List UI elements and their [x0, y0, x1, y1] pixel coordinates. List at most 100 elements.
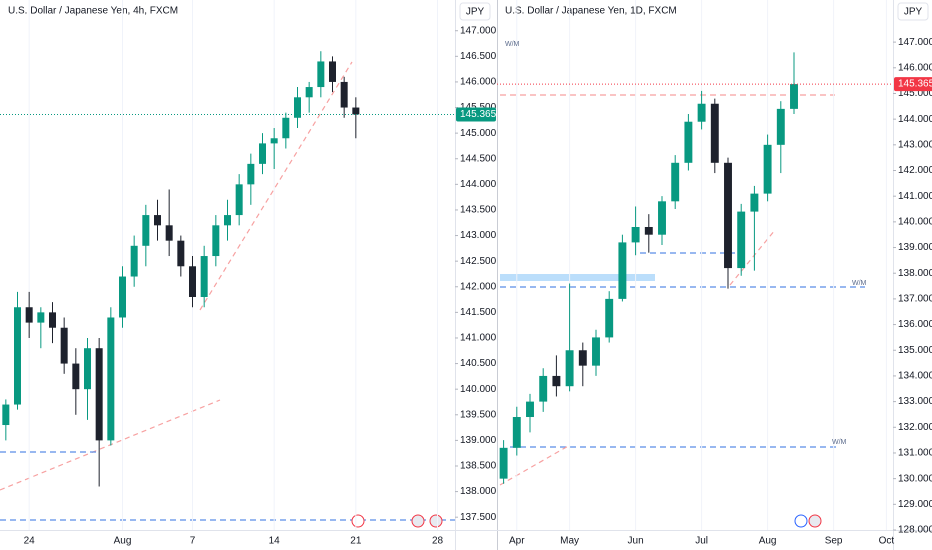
y-tick-label: 138.500 [460, 461, 497, 472]
candle-body [212, 225, 220, 257]
candle-body [578, 350, 587, 366]
last-price-tag [456, 107, 496, 122]
candle-body [177, 240, 185, 267]
candle-body [259, 143, 266, 164]
y-tick-label: 128.000 [898, 525, 932, 536]
y-tick-label: 135.000 [898, 345, 932, 356]
candle-body [282, 117, 290, 139]
x-tick-label: Aug [114, 536, 132, 547]
y-tick-label: 143.000 [898, 139, 932, 150]
candle-body [539, 375, 548, 402]
candle-body [107, 317, 115, 441]
y-tick-label: 144.000 [460, 179, 497, 190]
candle-body [671, 162, 680, 202]
y-tick-label: 139.000 [898, 242, 932, 253]
candle-body [154, 215, 161, 226]
y-tick-label: 140.000 [460, 384, 497, 395]
currency-label: JPY [904, 7, 923, 18]
candle-body [84, 348, 91, 390]
y-tick-label: 137.500 [460, 512, 497, 523]
x-tick-label: Jun [628, 536, 644, 547]
x-tick-label: 24 [24, 536, 36, 547]
candle-body [750, 193, 759, 212]
x-tick-label: 7 [190, 536, 196, 547]
candle-body [684, 121, 693, 163]
candle-body [618, 242, 627, 299]
candle-body [294, 97, 301, 118]
y-tick-label: 143.000 [460, 230, 497, 241]
y-tick-label: 140.500 [460, 358, 497, 369]
y-tick-label: 137.000 [898, 294, 932, 305]
candle-body [776, 108, 785, 145]
candle-body [317, 61, 325, 88]
candle-body [37, 312, 45, 323]
icons [351, 514, 822, 528]
candle-body [724, 162, 732, 269]
candle-body [189, 266, 196, 298]
candle-body [565, 350, 574, 387]
annotation: W/M [852, 280, 867, 287]
currency-button [897, 2, 929, 21]
candle-body [49, 312, 56, 328]
flag-icon [808, 514, 822, 528]
candle-body [763, 144, 772, 194]
candle-body [352, 107, 360, 115]
event-icon [351, 514, 365, 528]
y-tick-label: 129.000 [898, 499, 932, 510]
x-tick-label: 21 [350, 536, 362, 547]
y-tick-label: 146.000 [898, 62, 932, 73]
y-tick-label: 142.500 [460, 256, 497, 267]
candle-body [552, 375, 561, 387]
x-tick-label: May [560, 536, 579, 547]
y-tick-label: 132.000 [898, 422, 932, 433]
chart-title: U.S. Dollar / Japanese Yen, 1D, FXCM [505, 5, 677, 16]
candle-body [25, 307, 33, 323]
candle-body [329, 61, 336, 82]
x-tick-label: 14 [269, 536, 281, 547]
trend-line [0, 399, 221, 491]
annotation: W/M [832, 439, 847, 446]
y-tick-label: 140.000 [898, 217, 932, 228]
zone [500, 274, 655, 281]
annotation: W/M [505, 41, 520, 48]
y-tick-label: 133.000 [898, 396, 932, 407]
y-tick-label: 147.000 [898, 37, 932, 48]
candle-body [200, 256, 208, 298]
candle-body [60, 327, 68, 364]
candle-body [592, 337, 600, 366]
x-tick-label: Apr [509, 536, 525, 547]
candle-body [235, 184, 243, 216]
x-tick-label: Aug [759, 536, 777, 547]
candle-body [737, 211, 746, 269]
y-tick-label: 144.500 [460, 153, 497, 164]
candle-body [499, 447, 508, 479]
y-tick-label: 141.500 [460, 307, 497, 318]
y-tick-label: 146.500 [460, 51, 497, 62]
candle-body [224, 215, 231, 226]
candle-body [526, 401, 534, 418]
candle-body [790, 84, 798, 109]
flag-icon [411, 514, 425, 528]
y-tick-label: 143.500 [460, 205, 497, 216]
candle-body [95, 348, 103, 441]
currency-button [459, 2, 491, 21]
trend-line [729, 229, 776, 286]
y-tick-label: 139.000 [460, 435, 497, 446]
trend-line [199, 61, 353, 311]
candle-body [305, 87, 313, 98]
candle-body [119, 276, 126, 318]
x-tick-label: 28 [432, 536, 444, 547]
y-tick-label: 146.000 [460, 77, 497, 88]
y-tick-label: 138.000 [460, 486, 497, 497]
x-tick-label: Sep [825, 536, 843, 547]
y-tick-label: 141.000 [460, 333, 497, 344]
candle-body [605, 298, 614, 338]
y-tick-label: 145.000 [898, 88, 932, 99]
y-tick-label: 139.500 [460, 409, 497, 420]
x-tick-label: Jul [695, 536, 708, 547]
candle-body [72, 363, 80, 390]
y-tick-label: 145.000 [460, 128, 497, 139]
flag-icon [429, 514, 443, 528]
trend-line [499, 444, 571, 486]
candle-body [631, 226, 640, 243]
